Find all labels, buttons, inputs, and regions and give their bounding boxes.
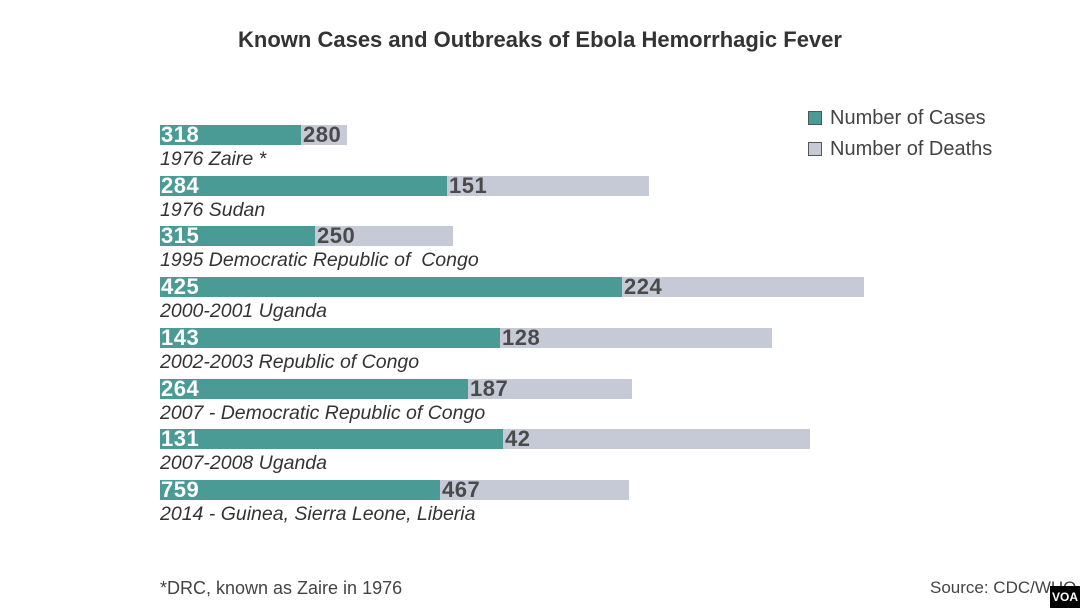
chart-title: Known Cases and Outbreaks of Ebola Hemor… — [238, 27, 842, 52]
legend-item-cases: Number of Cases — [808, 106, 1048, 130]
cases-bar — [160, 226, 315, 246]
cases-value-label: 759 — [161, 477, 200, 502]
deaths-bar — [468, 379, 632, 399]
deaths-value-label: 250 — [317, 223, 356, 248]
deaths-bar — [500, 328, 772, 348]
category-label: 2000-2001 Uganda — [160, 300, 327, 322]
cases-bar — [160, 328, 500, 348]
category-label: 1976 Sudan — [160, 199, 266, 221]
category-label: 2002-2003 Republic of Congo — [160, 351, 420, 373]
deaths-bar — [622, 277, 864, 297]
category-label: 2007 - Democratic Republic of Congo — [160, 402, 486, 424]
legend-swatch-deaths — [808, 142, 822, 156]
footnote: *DRC, known as Zaire in 1976 — [160, 578, 403, 598]
category-label: 2014 - Guinea, Sierra Leone, Liberia — [160, 503, 476, 525]
deaths-value-label: 224 — [624, 274, 663, 299]
deaths-bar — [447, 176, 649, 196]
legend-label-deaths: Number of Deaths — [830, 138, 993, 160]
cases-bar — [160, 480, 440, 500]
deaths-value-label: 151 — [449, 173, 488, 198]
source-credit: Source: CDC/WHO — [930, 578, 1077, 597]
cases-bar — [160, 429, 503, 449]
cases-bar — [160, 176, 447, 196]
cases-value-label: 425 — [161, 274, 200, 299]
cases-value-label: 143 — [161, 325, 200, 350]
deaths-value-label: 187 — [470, 376, 509, 401]
deaths-bar — [503, 429, 810, 449]
cases-bar — [160, 379, 468, 399]
legend-label-cases: Number of Cases — [830, 107, 986, 129]
deaths-value-label: 128 — [502, 325, 541, 350]
voa-logo-text: VOA — [1051, 590, 1078, 604]
cases-value-label: 284 — [161, 173, 200, 198]
deaths-value-label: 42 — [505, 426, 531, 451]
category-label: 1976 Zaire * — [160, 148, 267, 170]
deaths-bar — [315, 226, 453, 246]
deaths-bar — [440, 480, 629, 500]
cases-value-label: 131 — [161, 426, 200, 451]
voa-logo: VOA — [1050, 586, 1080, 608]
deaths-value-label: 280 — [303, 122, 342, 147]
cases-bar — [160, 277, 622, 297]
cases-value-label: 318 — [161, 122, 200, 147]
cases-value-label: 315 — [161, 223, 200, 248]
deaths-value-label: 467 — [442, 477, 481, 502]
cases-bar — [160, 125, 301, 145]
category-label: 1995 Democratic Republic of Congo — [160, 249, 479, 271]
legend-swatch-cases — [808, 111, 822, 125]
legend-item-deaths: Number of Deaths — [808, 137, 1048, 161]
cases-value-label: 264 — [161, 376, 200, 401]
category-label: 2007-2008 Uganda — [160, 452, 327, 474]
deaths-bar — [301, 125, 347, 145]
